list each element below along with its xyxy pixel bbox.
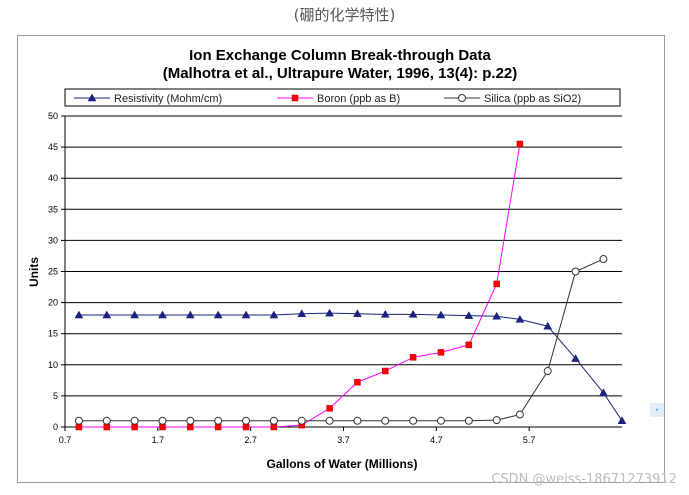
plot-area: 0 5 10 15 20 25 30 35 40 45 50 0.7 1.7 2.7 3.7 4.7 5.7 [48,111,627,445]
y-tick-label: 50 [48,111,58,121]
data-point [493,280,500,288]
legend-marker [87,93,97,102]
x-tick-label: 0.7 [59,435,72,445]
data-point [599,255,608,264]
x-tick-label: 1.7 [152,435,165,445]
watermark: CSDN @weiss-18671273912 [491,472,677,487]
x-tick-label: 5.7 [523,435,536,445]
data-point [436,310,446,319]
y-tick-label: 30 [48,235,58,245]
data-point [103,423,111,431]
data-point [492,416,501,425]
data-point [131,423,138,431]
y-tick-label: 15 [48,329,58,339]
x-tick-label: 4.7 [430,435,443,445]
data-point [571,354,581,362]
data-point [269,416,278,425]
y-tick-label: 20 [48,298,58,308]
data-point [242,423,250,431]
data-point [325,416,334,425]
data-point [599,388,608,397]
data-point [130,310,140,319]
data-point [159,423,166,431]
data-point [75,423,83,431]
chart-frame [17,35,665,483]
data-point [617,416,627,425]
data-point [187,423,194,431]
data-point [381,416,390,425]
data-point [515,410,524,419]
x-axis-label: Gallons of Water (Millions) [267,457,418,471]
data-point [515,314,525,323]
chart-legend: Resistivity (Mohm/cm) Boron (ppb as B) Sil… [64,88,621,107]
data-point [213,310,223,319]
data-point [214,423,222,431]
data-point [186,416,195,425]
series-line [78,312,623,422]
y-tick-label: 5 [53,391,58,401]
legend-label: Resistivity (Mohm/cm) [114,93,222,105]
legend-label: Silica (ppb as SiO2) [484,93,581,105]
data-point [354,378,361,386]
data-point [516,140,524,148]
data-point [158,416,167,425]
data-point [297,416,306,425]
data-point [380,309,390,318]
data-point [214,416,223,425]
data-point [464,311,474,319]
data-point [102,416,111,425]
y-tick-label: 40 [48,173,58,183]
data-point [382,367,389,375]
data-point [185,310,195,319]
x-tick-label: 3.7 [337,435,350,445]
y-tick-label: 45 [48,142,58,152]
legend-label: Boron (ppb as B) [317,93,400,105]
y-tick-label: 10 [48,360,58,370]
data-point [543,321,553,330]
legend-marker [458,94,466,102]
data-point [571,267,580,276]
data-point [325,308,335,317]
y-tick-label: 25 [48,267,58,277]
data-point [269,310,279,319]
data-point [492,311,502,320]
data-point [74,416,83,425]
data-point [270,423,278,431]
legend-marker [291,94,299,102]
data-point [409,354,417,361]
series-line [78,258,604,422]
data-point [297,309,307,318]
data-point [408,309,418,318]
y-axis-label: Units [27,257,41,287]
data-point [465,341,473,349]
data-point [464,416,473,425]
y-tick-label: 0 [53,422,58,432]
data-point [543,367,552,376]
y-tick-label: 35 [48,204,58,214]
data-point [352,309,362,318]
data-point [158,310,167,319]
series-line [78,143,521,428]
data-point [102,310,112,319]
data-point [437,349,445,356]
data-point [326,405,333,412]
data-point [74,310,84,319]
chart-title: Ion Exchange Column Break-through Data [189,47,491,64]
data-point [242,416,251,425]
data-point [409,416,418,425]
data-point [353,416,362,425]
data-point [436,416,445,425]
data-point [130,416,139,425]
x-tick-label: 2.7 [244,435,257,445]
scroll-indicator-icon[interactable]: • [650,403,664,417]
page-caption: (硼的化学特性) [293,6,396,24]
data-point [241,310,251,319]
chart-subtitle: (Malhotra et al., Ultrapure Water, 1996,… [163,65,518,82]
